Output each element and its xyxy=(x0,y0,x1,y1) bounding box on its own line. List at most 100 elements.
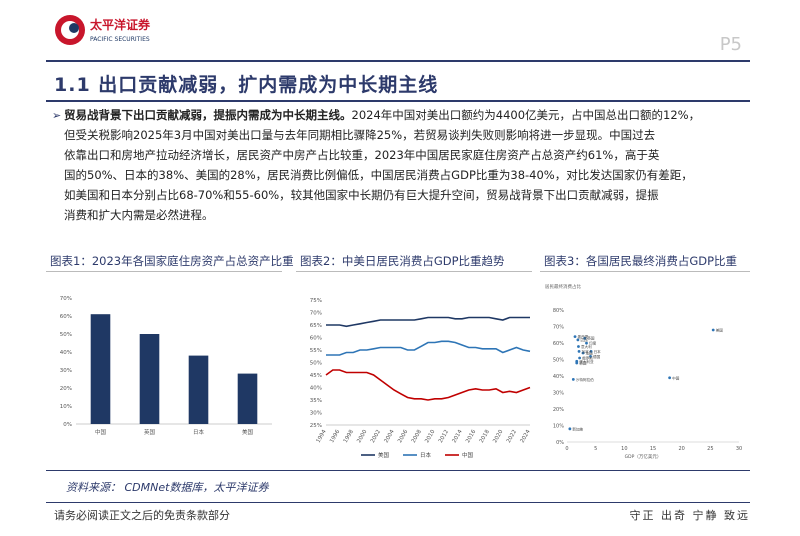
y-tick-label: 70% xyxy=(60,296,72,302)
caption-divider xyxy=(540,271,750,272)
y-tick-label: 30% xyxy=(310,411,322,417)
series-line xyxy=(326,340,531,356)
y-tick-label: 20% xyxy=(553,407,564,413)
y-tick-label: 0% xyxy=(556,440,564,446)
paragraph-line-text: 2024年中国对美出口额约为4400亿美元，占中国总出口额的12%， xyxy=(351,108,701,122)
x-tick-label: 2002 xyxy=(370,429,382,444)
y-tick-label: 20% xyxy=(60,386,72,392)
point-label: 加拿大 xyxy=(582,349,593,354)
point-label: 法国 xyxy=(586,351,594,356)
source-note: 资料来源： CDMNet数据库，太平洋证券 xyxy=(66,481,269,494)
footer-disclaimer: 请务必阅读正文之后的免责条款部分 xyxy=(54,509,230,522)
bar xyxy=(188,355,209,424)
x-tick-label: 2012 xyxy=(438,429,450,444)
point-label: 澳大利亚 xyxy=(579,359,594,364)
bar xyxy=(90,314,111,424)
scatter-point xyxy=(577,350,581,353)
consumption-trend-line-chart: 25%30%35%40%45%50%55%60%65%70%75%1994 199… xyxy=(310,298,532,459)
y-tick-label: 60% xyxy=(60,314,72,320)
paragraph-line-3: 依靠出口和房地产拉动经济增长，居民资产中房产占比较重，2023年中国居民家庭住房… xyxy=(64,148,660,162)
legend-label: 美国 xyxy=(378,451,390,459)
housing-asset-bar-chart: 0% 10% 20% 30% 40% 50% 60% 70% 中国 英国 日本 美国 xyxy=(60,296,272,436)
x-tick-label: 英国 xyxy=(144,428,156,436)
x-tick-label: 5 xyxy=(594,446,597,452)
x-tick-label: 2018 xyxy=(479,429,491,445)
x-tick-label: 2004 xyxy=(384,429,396,445)
paragraph-lead: 贸易战背景下出口贡献减弱，提振内需成为中长期主线。 xyxy=(64,108,352,122)
caption-divider xyxy=(46,271,282,272)
y-tick-label: 50% xyxy=(60,332,72,338)
scatter-point xyxy=(668,376,672,380)
x-tick-label: 2010 xyxy=(424,429,436,445)
scatter-point xyxy=(585,341,588,345)
y-tick-label: 70% xyxy=(553,325,564,331)
y-tick-label: 40% xyxy=(553,374,564,380)
scatter-point xyxy=(711,328,715,332)
footer-divider xyxy=(46,502,750,503)
point-label: 中国 xyxy=(672,375,680,380)
footer-motto: 守正 出奇 宁静 致远 xyxy=(629,509,750,522)
bar xyxy=(139,334,160,424)
legend-label: 中国 xyxy=(462,451,474,459)
x-tick-label: 1996 xyxy=(329,429,341,445)
scatter-point xyxy=(577,345,580,348)
y-tick-label: 25% xyxy=(310,423,322,429)
point-label: 新加坡 xyxy=(572,426,583,431)
y-tick-label: 30% xyxy=(60,368,72,374)
paragraph-line-2: 但受关税影响2025年3月中国对美出口量与去年同期相比骤降25%，若贸易谈判失败… xyxy=(64,128,656,142)
y-tick-label: 55% xyxy=(310,348,322,354)
page-number: P5 xyxy=(719,34,742,55)
series-line xyxy=(326,316,530,328)
y-tick-label: 40% xyxy=(310,386,322,392)
series-line xyxy=(325,369,531,401)
paragraph-line-4: 国的50%、日本的38%、美国的28%，居民消费比例偏低，中国居民消费占GDP比… xyxy=(64,168,693,182)
point-label: 德国 xyxy=(593,354,601,359)
point-label: 沙特阿拉伯 xyxy=(576,377,594,382)
point-label: 巴西 xyxy=(580,337,588,342)
x-tick-label: 2020 xyxy=(492,429,504,445)
point-label: 俄罗斯 xyxy=(582,356,593,361)
chart3-caption: 图表3：各国居民最终消费占GDP比重 xyxy=(544,254,738,268)
y-tick-label: 50% xyxy=(310,361,322,367)
scatter-point xyxy=(578,356,582,360)
y-tick-label: 10% xyxy=(60,404,72,410)
y-tick-label: 60% xyxy=(310,336,322,342)
logo-name-en: PACIFIC SECURITIES xyxy=(90,36,150,43)
y-tick-label: 10% xyxy=(553,424,564,430)
bar xyxy=(237,373,258,424)
point-label: 韩国 xyxy=(579,360,587,365)
paragraph-line-1: 贸易战背景下出口贡献减弱，提振内需成为中长期主线。2024年中国对美出口额约为4… xyxy=(64,105,736,125)
chart-title: 居民最终消费占比 xyxy=(545,283,581,290)
y-tick-label: 40% xyxy=(60,350,72,356)
scatter-point xyxy=(575,359,579,363)
scatter-point xyxy=(571,378,575,381)
point-label: 美国 xyxy=(716,328,724,333)
chart2-caption: 图表2：中美日居民消费占GDP比重趋势 xyxy=(300,254,505,268)
point-label: 意大利 xyxy=(581,344,592,349)
bullet-arrow-icon: ➢ xyxy=(52,109,62,122)
y-tick-label: 80% xyxy=(553,308,564,314)
x-tick-label: 2014 xyxy=(452,429,464,445)
x-tick-label: 2008 xyxy=(411,429,423,445)
x-tick-label: 1998 xyxy=(343,429,355,445)
paragraph-line-6: 消费和扩大内需是必然进程。 xyxy=(64,208,214,222)
x-tick-label: 25 xyxy=(707,446,713,452)
y-tick-label: 60% xyxy=(553,341,564,347)
source-divider xyxy=(46,470,750,471)
y-tick-label: 70% xyxy=(310,311,322,317)
title-bar xyxy=(46,60,750,102)
legend-label: 日本 xyxy=(420,451,432,459)
scatter-point xyxy=(589,350,593,353)
scatter-point xyxy=(573,335,577,338)
caption-divider xyxy=(296,271,532,272)
scatter-point xyxy=(568,427,572,431)
x-tick-label: 美国 xyxy=(242,428,254,436)
paragraph-line-5: 如美国和日本分别占比68-70%和55-60%，较其他国家中长期仍有巨大提升空间… xyxy=(64,188,659,202)
y-tick-label: 0% xyxy=(63,422,72,428)
point-label: 日本 xyxy=(594,349,602,354)
y-tick-label: 35% xyxy=(310,398,322,404)
x-tick-label: 2000 xyxy=(356,429,368,445)
point-label: 墨西哥 xyxy=(578,334,589,339)
y-tick-label: 65% xyxy=(310,323,322,329)
x-tick-label: 2024 xyxy=(520,429,532,445)
